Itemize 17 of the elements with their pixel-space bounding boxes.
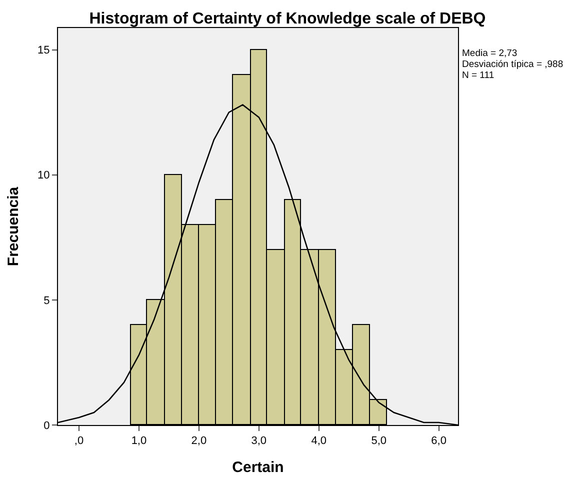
x-tick-label: 5,0 [371, 435, 386, 448]
text: Media = 2,73 [462, 48, 518, 59]
x-tick-label: ,0 [74, 435, 84, 448]
y-tick-label: 10 [38, 170, 50, 182]
x-tick-label: 3,0 [251, 435, 267, 448]
chart-title: Histogram of Certainty of Knowledge scale of DEBQ [89, 10, 486, 28]
y-tick-label: 5 [44, 294, 50, 307]
text: N = 111 [462, 70, 494, 81]
x-tick-label: 4,0 [311, 435, 327, 448]
x-tick-label: 1,0 [131, 435, 147, 448]
y-tick-label: 15 [38, 44, 50, 57]
y-axis-title: Frecuencia [4, 186, 22, 266]
text: Desviación típica = ,988 [462, 59, 564, 70]
y-tick-label: 0 [44, 420, 50, 432]
x-tick-label: 6,0 [431, 435, 446, 448]
x-tick-label: 2,0 [191, 435, 207, 448]
x-axis-title: Certain [232, 459, 284, 476]
